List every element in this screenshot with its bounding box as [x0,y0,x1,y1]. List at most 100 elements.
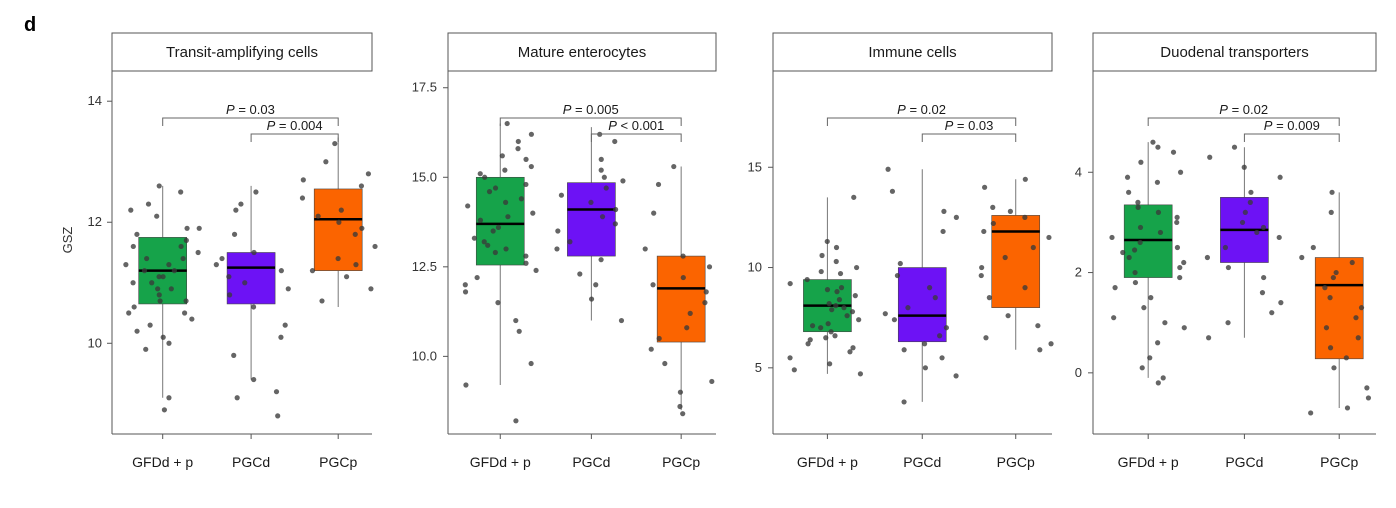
data-point [300,177,306,183]
data-point [836,297,843,303]
data-point [123,262,129,268]
data-point [182,310,188,316]
data-point [787,280,793,287]
data-point [1035,323,1041,329]
data-point [588,296,595,302]
y-tick-label: 0 [1075,365,1082,380]
data-point [662,360,668,367]
data-point [838,285,845,291]
data-point [656,335,662,342]
data-point [882,311,888,317]
data-point [1137,239,1143,246]
data-point [518,196,525,202]
chart-panel-2: Mature enterocytes 10.0 12.5 15.0 17.5 GFDd +… [412,32,717,470]
data-point [171,268,177,274]
data-point [687,310,693,316]
data-point [1048,341,1054,347]
data-point [1206,335,1212,341]
data-point [513,317,519,324]
data-point [1333,269,1339,276]
data-point [1160,375,1166,381]
data-point [528,360,534,367]
data-point [1278,300,1284,306]
y-tick-label: 12 [88,214,102,229]
data-point [1248,189,1254,195]
data-point [603,185,609,191]
data-point [1355,335,1361,341]
data-point [953,373,959,379]
data-point [1222,244,1229,251]
data-point [1037,347,1043,353]
data-point [184,225,190,231]
data-point [844,313,850,319]
data-point [278,334,284,340]
x-tick-label: PGCd [903,454,941,470]
data-point [282,322,288,328]
data-point [372,243,378,250]
data-point [134,328,140,334]
significance-bracket [250,133,339,142]
data-point [481,239,487,245]
data-point [1109,234,1115,241]
panel-title-box [772,32,1053,72]
data-point [368,286,374,292]
x-tick-label: PGCd [1225,454,1263,470]
data-point [850,345,856,351]
data-point [1344,405,1351,411]
y-tick-label: 15 [748,159,762,174]
data-point [1022,214,1028,220]
box-body [475,176,525,266]
data-point [655,181,662,188]
data-point [1155,209,1162,215]
data-point [680,253,686,259]
data-point [319,298,325,304]
data-point [1150,139,1156,145]
data-point [1139,365,1145,371]
data-point [130,280,136,286]
data-point [620,178,626,184]
data-point [528,163,534,170]
data-point [823,335,829,341]
data-point [515,138,521,145]
data-point [336,219,342,225]
data-point [1154,179,1161,185]
data-point [1277,174,1283,180]
data-point [677,389,684,395]
data-point [156,274,162,280]
data-point [251,376,257,383]
data-point [226,274,232,280]
chart-panel-3: Immune cells 5 10 15 GFDd + p PGCd PGCp P = 0.0… [748,32,1054,470]
chart-panel-1: Transit-amplifying cells 10 12 14 GFDd + p PG… [88,32,378,470]
y-tick-label: 10.0 [412,348,437,363]
data-point [195,249,201,256]
data-point [953,214,959,220]
data-point [1155,380,1161,386]
data-point [502,167,508,173]
data-point [807,337,813,343]
data-point [1155,340,1161,346]
p-value-label: P < 0.001 [608,118,664,133]
x-tick-label: PGCd [232,454,270,470]
data-point [706,264,713,270]
data-point [463,382,469,388]
data-point [826,301,832,307]
data-point [1162,320,1168,326]
data-point [1242,209,1248,215]
data-point [1126,189,1132,195]
data-point [492,249,498,256]
data-point [926,285,933,291]
data-point [1364,385,1370,391]
data-point [567,239,573,245]
data-point [937,333,943,339]
data-point [1181,259,1187,266]
y-tick-label: 14 [88,93,102,108]
data-point [168,286,174,292]
data-point [922,365,928,371]
data-point [523,181,529,188]
data-point [166,340,172,346]
data-point [1259,290,1266,296]
data-point [1323,325,1330,331]
y-tick-label: 4 [1075,164,1082,179]
p-value-label: P = 0.03 [945,118,994,133]
